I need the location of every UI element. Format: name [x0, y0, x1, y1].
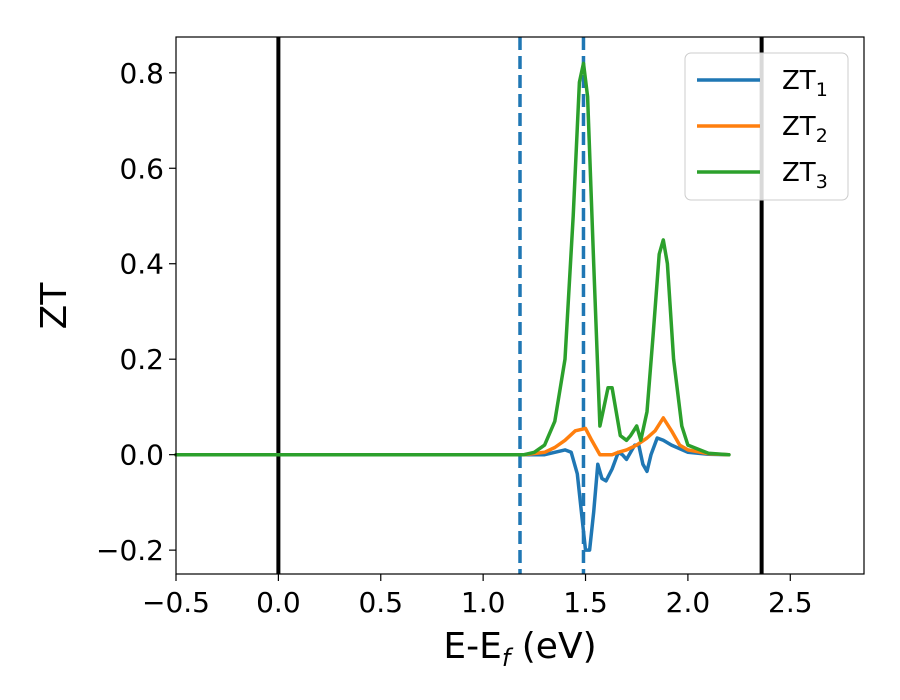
x-tick-label: 2.0 — [666, 586, 711, 619]
series-line-zt2 — [174, 416, 731, 457]
y-tick-label: 0.2 — [119, 343, 164, 376]
series-line-zt3 — [174, 61, 731, 457]
y-tick-label: 0.6 — [119, 152, 164, 185]
x-tick-label: 2.5 — [768, 586, 813, 619]
y-axis-label: ZT — [34, 282, 75, 330]
x-tick-label: −0.5 — [142, 586, 210, 619]
series-lines — [174, 61, 731, 552]
legend-label-zt1: ZT1 — [782, 66, 828, 101]
x-tick-label: 1.5 — [563, 586, 608, 619]
y-axis-ticks: −0.2 0.0 0.2 0.4 0.6 0.8 — [96, 57, 176, 567]
legend: ZT1 ZT2 ZT3 — [684, 52, 849, 201]
y-tick-label: 0.8 — [119, 57, 164, 90]
x-axis-ticks: −0.5 0.0 0.5 1.0 1.5 2.0 2.5 — [142, 574, 813, 619]
legend-label-zt3: ZT3 — [782, 158, 828, 193]
y-tick-label: 0.0 — [119, 439, 164, 472]
x-tick-label: 0.5 — [358, 586, 403, 619]
legend-label-zt2: ZT2 — [782, 112, 828, 147]
x-tick-label: 0.0 — [256, 586, 301, 619]
series-line-zt1 — [174, 436, 731, 552]
x-tick-label: 1.0 — [461, 586, 506, 619]
plot-frame — [175, 36, 865, 575]
y-tick-label: −0.2 — [96, 534, 164, 567]
y-tick-label: 0.4 — [119, 248, 164, 281]
legend-box — [684, 52, 849, 201]
x-axis-label: E-Ef (eV) — [443, 626, 596, 672]
